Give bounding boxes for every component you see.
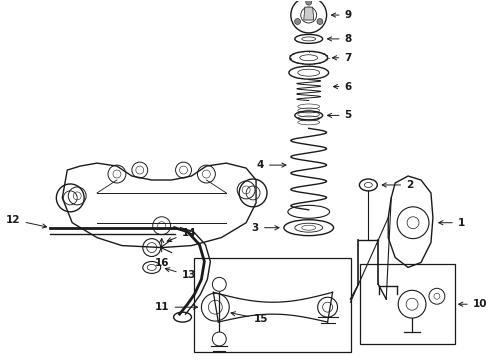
Text: 12: 12 <box>6 215 47 228</box>
Text: 4: 4 <box>257 160 286 170</box>
Text: 16: 16 <box>154 239 169 267</box>
Text: 5: 5 <box>327 111 352 120</box>
Circle shape <box>306 0 312 5</box>
Text: 7: 7 <box>332 53 352 63</box>
Circle shape <box>317 18 323 24</box>
Text: 8: 8 <box>327 34 352 44</box>
Bar <box>360 265 455 344</box>
Text: 3: 3 <box>252 223 279 233</box>
Text: 15: 15 <box>231 312 269 324</box>
Polygon shape <box>304 7 314 20</box>
Text: 1: 1 <box>439 218 465 228</box>
Circle shape <box>294 18 300 24</box>
Text: 11: 11 <box>155 302 197 312</box>
Text: 6: 6 <box>334 82 352 91</box>
Text: 13: 13 <box>165 268 196 280</box>
Text: 10: 10 <box>459 299 487 309</box>
Text: 14: 14 <box>167 228 196 242</box>
Text: 2: 2 <box>382 180 414 190</box>
Text: 9: 9 <box>331 10 352 20</box>
Bar <box>195 257 351 352</box>
